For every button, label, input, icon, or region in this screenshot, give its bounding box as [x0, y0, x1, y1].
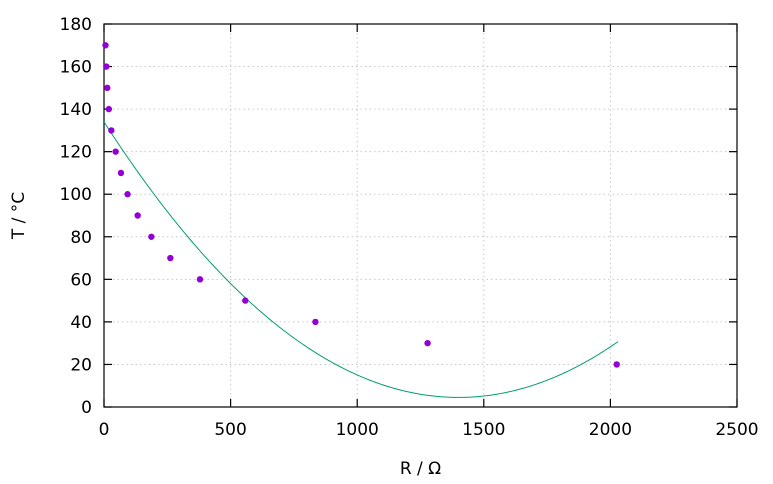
y-tick-label: 120: [60, 143, 92, 163]
data-point: [102, 42, 109, 49]
y-tick-label: 140: [60, 100, 92, 120]
data-point: [613, 361, 620, 368]
data-point: [167, 254, 174, 262]
grid: [104, 24, 737, 407]
data-point: [108, 127, 115, 134]
y-tick-label: 180: [60, 15, 92, 35]
data-point: [112, 148, 119, 155]
data-point: [242, 297, 249, 304]
data-point: [312, 318, 319, 326]
fit-curve: [103, 121, 619, 398]
x-tick-label: 2500: [715, 420, 758, 440]
y-tick-label: 20: [70, 355, 92, 375]
y-tick-label: 60: [70, 270, 92, 290]
data-point: [103, 63, 110, 70]
data-point: [105, 105, 113, 113]
data-point: [134, 212, 141, 219]
data-point: [424, 339, 431, 347]
y-tick-label: 80: [70, 228, 92, 248]
data-points: [102, 42, 620, 368]
x-tick-label: 1000: [336, 420, 379, 440]
y-tick-label: 100: [60, 185, 92, 205]
plot-frame: [103, 23, 738, 408]
fit-curve-layer: [103, 121, 619, 398]
y-tick-label: 160: [60, 58, 92, 78]
x-tick-label: 2000: [589, 420, 632, 440]
data-point: [148, 233, 155, 240]
data-point: [117, 169, 125, 177]
x-tick-label: 500: [214, 420, 246, 440]
x-axis-label: R / Ω: [400, 459, 441, 479]
y-tick-label: 40: [70, 313, 92, 333]
y-tick-label: 0: [81, 398, 92, 418]
data-point: [196, 276, 204, 283]
x-tick-label: 1500: [462, 420, 505, 440]
x-tick-label: 0: [99, 420, 110, 440]
data-point: [124, 191, 131, 198]
data-point: [104, 84, 111, 92]
y-axis-label: T / °C: [9, 192, 29, 240]
axis-ticks: 0 500 1000 1500 2000 2500 0 20 40 60 80 100 120 140 16…: [60, 15, 759, 440]
